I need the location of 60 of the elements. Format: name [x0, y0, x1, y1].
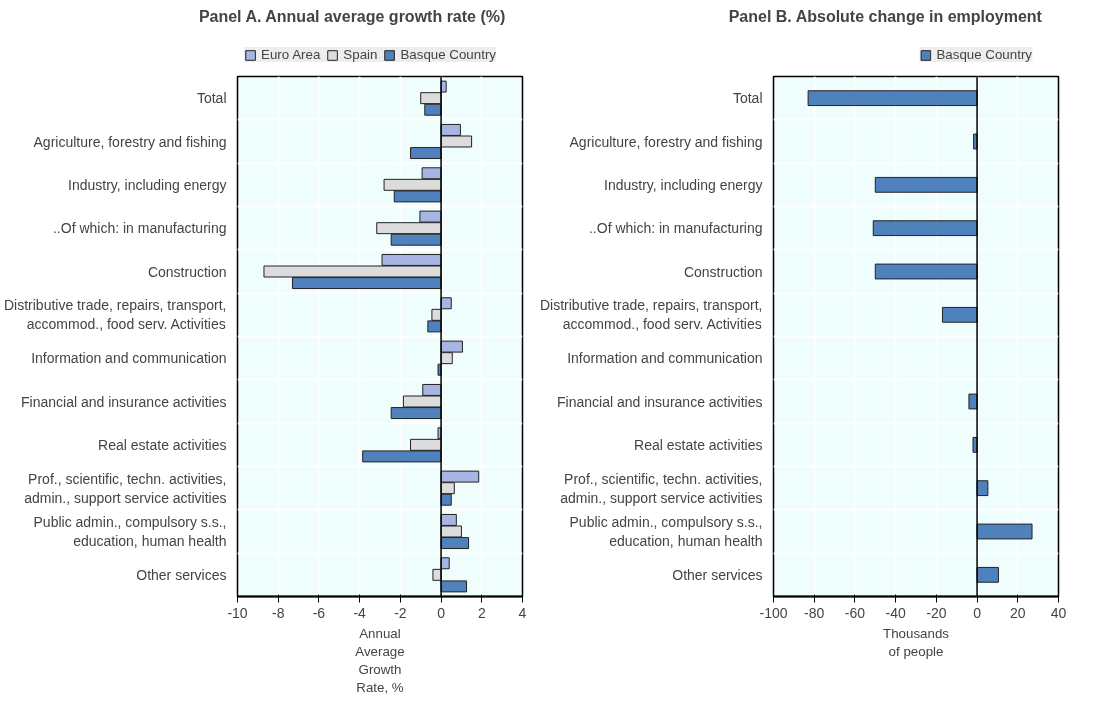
- y-tick-label: Total: [196, 90, 227, 107]
- x-tick-label: -20: [926, 604, 947, 621]
- bar: [941, 306, 978, 323]
- x-axis-title: Thousands of people: [883, 625, 950, 659]
- y-tick-label: Real estate activities: [634, 436, 763, 453]
- bar: [807, 90, 978, 107]
- x-tick-label: -100: [759, 604, 788, 621]
- bar: [874, 263, 978, 280]
- y-tick-label: Agriculture, forestry and fishing: [569, 133, 763, 150]
- y-tick-label: Prof., scientific, techn. activities, admin., support service activities: [560, 470, 763, 506]
- bar: [976, 523, 1033, 540]
- legend-label: Euro Area: [261, 47, 321, 62]
- x-axis-title: Annual Average Growth Rate, %: [355, 625, 405, 695]
- bar: [874, 176, 978, 193]
- y-tick-label: Distributive trade, repairs, transport, accommod., food serv. Activities: [3, 297, 227, 333]
- x-tick-label: -4: [353, 604, 367, 621]
- y-tick-label: Financial and insurance activities: [557, 393, 763, 410]
- y-tick-label: Real estate activities: [98, 436, 227, 453]
- y-tick-label: Other services: [136, 566, 227, 583]
- y-tick-label: Other services: [672, 566, 763, 583]
- bar: [440, 297, 452, 310]
- x-tick-label: -8: [271, 604, 285, 621]
- x-tick-label: 40: [1050, 604, 1067, 621]
- x-tick-label: 0: [437, 604, 446, 621]
- chart-title: Panel B. Absolute change in employment: [728, 7, 1043, 25]
- y-tick-label: Public admin., compulsory s.s., education, human health: [33, 513, 227, 550]
- y-tick-label: ..Of which: in manufacturing: [52, 220, 227, 237]
- y-tick-label: Industry, including energy: [68, 176, 227, 193]
- legend-label: Basque Country: [936, 47, 1032, 62]
- x-tick-label: -2: [394, 604, 407, 621]
- legend-label: Basque Country: [400, 47, 496, 62]
- y-tick-label: Construction: [683, 263, 763, 280]
- y-tick-label: Information and communication: [567, 350, 763, 367]
- y-tick-label: Construction: [147, 263, 227, 280]
- y-tick-label: Agriculture, forestry and fishing: [33, 133, 227, 150]
- bar: [968, 393, 978, 410]
- y-tick-label: Public admin., compulsory s.s., education, human health: [569, 513, 763, 550]
- x-tick-label: 2: [477, 604, 486, 621]
- bar: [976, 566, 999, 583]
- y-tick-label: Prof., scientific, techn. activities, admin., support service activities: [24, 470, 227, 506]
- bar: [976, 480, 989, 497]
- bar: [410, 147, 442, 160]
- y-tick-label: Total: [732, 90, 763, 107]
- bar: [440, 580, 468, 593]
- y-tick-label: ..Of which: in manufacturing: [588, 220, 763, 237]
- chart-title: Panel A. Annual average growth rate (%): [198, 7, 506, 25]
- y-tick-label: Distributive trade, repairs, transport, accommod., food serv. Activities: [539, 297, 763, 333]
- x-tick-label: 20: [1010, 604, 1026, 621]
- x-tick-label: -60: [844, 604, 866, 621]
- y-tick-label: Industry, including energy: [604, 176, 763, 193]
- y-tick-label: Information and communication: [31, 350, 227, 367]
- legend-label: Spain: [343, 47, 378, 62]
- x-tick-label: -10: [227, 604, 248, 621]
- x-tick-label: 0: [973, 604, 982, 621]
- y-tick-label: Financial and insurance activities: [21, 393, 227, 410]
- bar: [872, 220, 978, 237]
- x-tick-label: 4: [518, 604, 527, 621]
- x-tick-label: -6: [312, 604, 326, 621]
- x-tick-label: -40: [885, 604, 906, 621]
- x-tick-label: -80: [804, 604, 825, 621]
